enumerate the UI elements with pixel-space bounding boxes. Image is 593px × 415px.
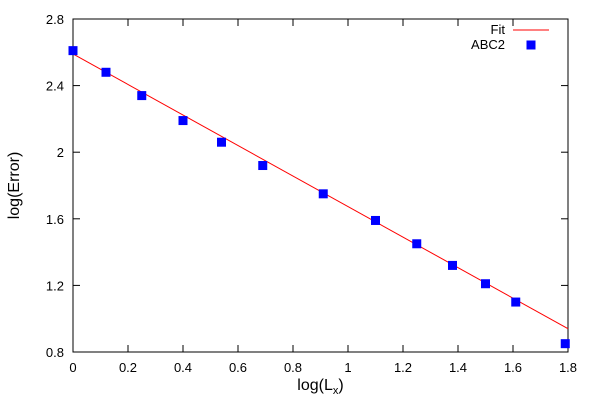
x-axis-label-close: ) [338,377,343,394]
legend: Fit ABC2 [471,22,549,52]
data-point [412,239,422,249]
data-point [560,339,570,349]
x-tick-label: 0.2 [119,360,137,375]
x-tick-label: 1.6 [504,360,522,375]
data-point [178,116,188,126]
plot-border [72,18,569,353]
legend-label-fit: Fit [491,22,506,37]
data-point [258,161,268,171]
x-tick-label: 1.4 [449,360,467,375]
y-tick-label: 2.8 [46,12,64,27]
x-axis-ticks: 0 0.2 0.4 0.6 0.8 1 1.2 1.4 1.6 1.8 [69,19,577,375]
y-tick-label: 2.4 [46,79,64,94]
y-axis-label: log(Error) [6,152,23,220]
data-point [101,67,111,77]
x-tick-label: 0.8 [284,360,302,375]
x-axis-label-subscript: x [333,385,339,397]
data-point [371,215,380,225]
data-point [217,137,226,147]
legend-label-abc2: ABC2 [471,37,505,52]
data-point [511,297,521,307]
data-point [481,279,490,289]
x-tick-label: 0.6 [229,360,247,375]
x-tick-label: 1.2 [394,360,412,375]
x-axis-label-main: log(L [297,377,333,394]
data-point [137,91,147,101]
y-tick-label: 1.2 [46,278,64,293]
y-tick-label: 1.6 [46,212,64,227]
y-tick-label: 2 [57,145,64,160]
legend-abc2-swatch [526,40,536,50]
x-tick-label: 0.4 [174,360,192,375]
axes-frame [72,18,569,353]
y-tick-label: 0.8 [46,345,64,360]
x-tick-label: 1.8 [559,360,577,375]
data-point [318,189,328,199]
x-tick-label: 0 [69,360,76,375]
x-axis-label: log(Lx) [297,377,343,397]
plot-area [68,46,570,349]
y-axis-ticks: 0.8 1.2 1.6 2 2.4 2.8 [46,12,568,360]
data-point [68,46,78,56]
data-point [448,260,457,270]
x-tick-label: 1 [344,360,351,375]
